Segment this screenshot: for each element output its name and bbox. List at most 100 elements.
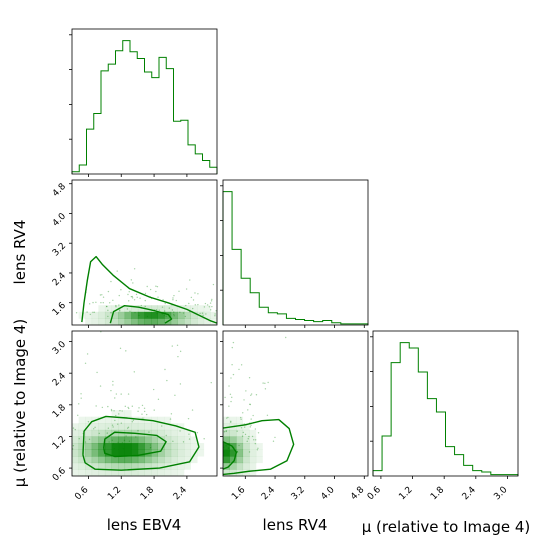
density-cell xyxy=(184,449,191,457)
scatter-point xyxy=(93,311,96,313)
density-cell xyxy=(118,449,126,457)
scatter-point xyxy=(130,296,133,298)
density-cell xyxy=(177,443,185,450)
scatter-point xyxy=(211,298,213,301)
histogram-step-1 xyxy=(222,191,369,325)
scatter-point xyxy=(232,341,235,344)
density-cell xyxy=(137,469,145,477)
density-cell xyxy=(111,436,119,444)
density-cell xyxy=(131,318,139,326)
scatter-point xyxy=(240,418,242,420)
density-cell xyxy=(144,423,152,431)
scatter-point xyxy=(209,302,212,304)
scatter-point xyxy=(171,345,173,347)
scatter-point xyxy=(227,447,230,449)
density-cell xyxy=(170,311,178,319)
density-cell xyxy=(131,436,139,444)
density-cell xyxy=(104,305,112,313)
scatter-point xyxy=(140,304,143,307)
density-cell xyxy=(124,469,132,477)
density-cell xyxy=(104,416,112,424)
density-cell xyxy=(137,456,145,464)
density-cell xyxy=(223,456,230,464)
density-cell xyxy=(164,443,172,450)
scatter-point xyxy=(208,306,211,308)
density-cell xyxy=(104,449,112,457)
scatter-point xyxy=(118,413,120,415)
scatter-point xyxy=(99,385,102,387)
density-cell xyxy=(144,456,152,464)
scatter-point xyxy=(163,314,166,317)
scatter-point xyxy=(111,424,114,426)
xtick-label: 0.6 xyxy=(366,485,383,502)
density-cell xyxy=(78,469,86,477)
density-cell xyxy=(151,311,158,319)
scatter-point xyxy=(187,417,190,420)
scatter-point xyxy=(232,373,235,376)
contour-inner xyxy=(222,441,238,470)
scatter-point xyxy=(194,304,196,306)
scatter-point xyxy=(89,313,92,316)
panel-2-0: 0.6 1.2 1.8 2.4 0.6 1.2 1.8 2.4 3.0 xyxy=(51,330,218,502)
density-cell xyxy=(164,305,172,313)
scatter-point xyxy=(215,310,217,312)
density-cell xyxy=(85,423,93,431)
density-cell xyxy=(229,462,237,470)
density-cell xyxy=(124,443,132,450)
density-cell xyxy=(91,429,99,437)
histogram-step-2 xyxy=(372,342,519,476)
density-cell xyxy=(144,443,152,450)
scatter-point xyxy=(249,403,252,406)
density-cell xyxy=(85,443,93,450)
panel-frame xyxy=(222,330,369,477)
scatter-point xyxy=(149,447,152,449)
scatter-point xyxy=(133,371,135,373)
scatter-point xyxy=(80,397,82,399)
xlabel-mu: μ (relative to Image 4) xyxy=(362,518,530,536)
xlabel-lens-ebv4: lens EBV4 xyxy=(107,516,182,534)
scatter-point xyxy=(164,368,166,371)
scatter-point xyxy=(115,393,118,395)
density-cell xyxy=(177,436,185,444)
scatter-point xyxy=(127,293,129,296)
density-cell xyxy=(118,410,126,417)
density-cell xyxy=(98,305,106,313)
density-cell xyxy=(177,305,185,313)
density-cell xyxy=(170,423,178,431)
density-cell xyxy=(164,456,172,464)
scatter-point xyxy=(248,377,251,379)
density-cell xyxy=(164,449,172,457)
scatter-point xyxy=(238,444,240,447)
scatter-point xyxy=(120,289,122,291)
scatter-point xyxy=(203,438,205,440)
density-cell xyxy=(190,456,198,464)
panel-0-0 xyxy=(69,28,218,177)
density-cell xyxy=(151,462,158,470)
density-cell xyxy=(72,436,79,444)
scatter-point xyxy=(172,299,174,301)
density-cell xyxy=(144,311,152,319)
scatter-point xyxy=(157,398,160,401)
scatter-point xyxy=(106,305,108,308)
xtick-label: 2.4 xyxy=(260,485,277,502)
ytick-label: 2.4 xyxy=(51,271,68,288)
scatter-point xyxy=(178,290,180,293)
scatter-point xyxy=(254,442,257,445)
scatter-point xyxy=(170,413,173,415)
density-cell xyxy=(111,462,119,470)
density-cell xyxy=(170,443,178,450)
scatter-point xyxy=(241,435,244,437)
scatter-point xyxy=(165,315,167,317)
scatter-point xyxy=(156,312,158,315)
scatter-point xyxy=(131,421,133,423)
scatter-point xyxy=(105,305,108,308)
density-cell xyxy=(91,436,99,444)
scatter-point xyxy=(228,447,230,449)
xtick-label: 3.0 xyxy=(492,485,509,502)
scatter-point xyxy=(102,296,105,298)
scatter-point xyxy=(113,410,115,412)
density-cell xyxy=(98,443,106,450)
density-cell xyxy=(78,436,86,444)
scatter-point xyxy=(102,301,104,304)
density-cell xyxy=(249,462,257,470)
